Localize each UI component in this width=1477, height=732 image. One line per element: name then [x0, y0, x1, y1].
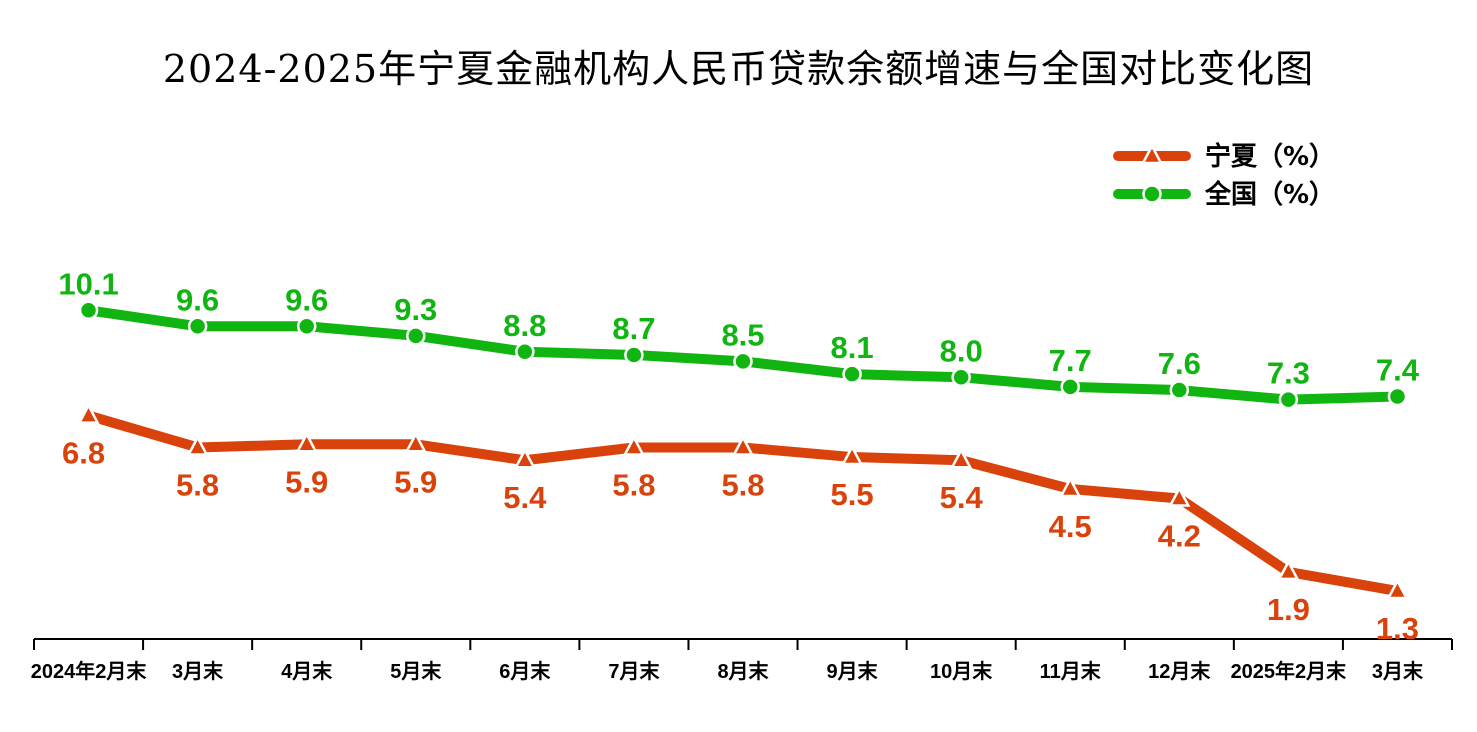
data-point-national [78, 300, 99, 321]
data-point-ningxia [950, 447, 973, 469]
data-label: 5.4 [503, 480, 547, 515]
x-tick-label: 12月末 [1148, 660, 1211, 683]
data-label: 8.8 [503, 308, 546, 343]
data-point-national [624, 345, 644, 365]
data-point-national [1387, 386, 1408, 407]
data-label: 5.5 [831, 477, 874, 512]
data-label: 7.4 [1376, 352, 1420, 387]
data-label: 5.8 [612, 467, 655, 502]
data-point-national [406, 326, 426, 346]
data-point-national [733, 351, 753, 372]
legend-marker-national [1142, 184, 1162, 204]
data-point-ningxia [841, 444, 864, 466]
data-point-ningxia [404, 431, 427, 453]
data-point-ningxia [731, 434, 755, 456]
data-label: 7.3 [1267, 356, 1310, 391]
data-label: 8.5 [721, 317, 764, 352]
data-point-national [1169, 380, 1190, 400]
x-tick-label: 2025年2月末 [1231, 659, 1348, 683]
data-label: 8.1 [831, 330, 874, 365]
legend-label-national: 全国（%） [1204, 179, 1335, 210]
x-tick-label: 9月末 [827, 660, 879, 683]
x-tick-label: 2024年2月末 [31, 659, 148, 683]
data-label: 4.5 [1049, 509, 1092, 544]
data-label: 9.6 [285, 282, 328, 317]
data-point-ningxia [1059, 476, 1082, 498]
data-label: 5.9 [285, 464, 328, 499]
x-tick-label: 7月末 [608, 660, 660, 683]
data-point-national [1060, 377, 1080, 397]
data-label: 5.9 [394, 464, 437, 499]
data-point-ningxia [295, 431, 318, 453]
data-point-ningxia [622, 434, 645, 456]
data-label: 1.9 [1267, 592, 1310, 627]
data-point-ningxia [186, 434, 209, 456]
x-tick-label: 3月末 [1372, 660, 1424, 683]
data-point-ningxia [1168, 485, 1191, 507]
data-point-national [187, 316, 208, 337]
data-point-ningxia [77, 402, 100, 424]
data-label: 7.6 [1158, 346, 1201, 381]
data-label: 10.1 [58, 266, 118, 301]
data-label: 9.6 [176, 282, 219, 317]
legend-label-ningxia: 宁夏（%） [1205, 141, 1335, 172]
data-label: 7.7 [1049, 343, 1092, 378]
data-label: 5.4 [940, 480, 984, 515]
chart-title: 2024-2025年宁夏金融机构人民币贷款余额增速与全国对比变化图 [162, 47, 1315, 91]
data-label: 9.3 [394, 292, 437, 327]
legend-marker-ningxia [1140, 143, 1164, 165]
data-point-national [515, 342, 535, 362]
data-label: 5.8 [721, 467, 764, 502]
x-tick-label: 5月末 [390, 660, 442, 683]
data-point-national [951, 367, 971, 388]
data-label: 4.2 [1158, 519, 1201, 554]
data-point-national [842, 364, 862, 384]
data-point-ningxia [1277, 559, 1300, 581]
x-tick-label: 11月末 [1040, 660, 1102, 683]
data-point-ningxia [1386, 578, 1409, 600]
data-label: 5.8 [176, 467, 219, 502]
data-point-ningxia [513, 447, 536, 469]
x-tick-label: 6月末 [499, 660, 551, 683]
data-label: 1.3 [1376, 611, 1419, 646]
x-tick-label: 4月末 [281, 660, 333, 683]
data-label: 6.8 [62, 436, 105, 471]
data-label: 8.7 [612, 311, 655, 346]
x-tick-label: 10月末 [930, 660, 993, 683]
x-tick-label: 8月末 [717, 660, 769, 683]
data-label: 8.0 [940, 333, 983, 368]
x-tick-label: 3月末 [172, 660, 224, 683]
data-point-national [1278, 389, 1299, 410]
data-point-national [296, 316, 317, 337]
